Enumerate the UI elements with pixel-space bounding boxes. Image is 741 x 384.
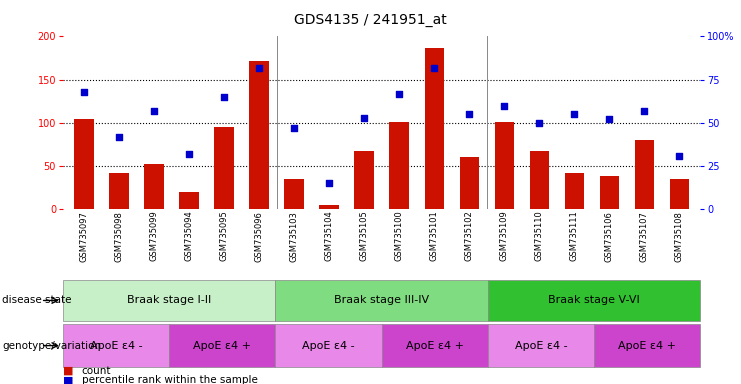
Text: Braak stage I-II: Braak stage I-II: [127, 295, 211, 306]
Text: percentile rank within the sample: percentile rank within the sample: [82, 375, 257, 384]
Bar: [285, 179, 304, 209]
Point: [638, 108, 650, 114]
Bar: [179, 192, 199, 209]
Point: [218, 94, 230, 100]
Text: disease state: disease state: [2, 295, 72, 306]
Text: ApoE ε4 -: ApoE ε4 -: [90, 341, 142, 351]
Bar: [214, 127, 233, 209]
Point: [428, 65, 440, 71]
Bar: [488, 324, 594, 367]
Text: ■: ■: [63, 375, 73, 384]
Bar: [169, 324, 276, 367]
Text: ApoE ε4 +: ApoE ε4 +: [193, 341, 251, 351]
Bar: [382, 324, 488, 367]
Bar: [494, 122, 514, 209]
Bar: [319, 205, 339, 209]
Point: [498, 103, 510, 109]
Text: ApoE ε4 +: ApoE ε4 +: [406, 341, 464, 351]
Text: Braak stage V-VI: Braak stage V-VI: [548, 295, 640, 306]
Text: ■: ■: [63, 366, 73, 376]
Point: [393, 91, 405, 97]
Point: [534, 120, 545, 126]
Bar: [530, 151, 549, 209]
Text: ApoE ε4 +: ApoE ε4 +: [618, 341, 676, 351]
Text: count: count: [82, 366, 111, 376]
Bar: [250, 61, 269, 209]
Point: [568, 111, 580, 118]
Point: [253, 65, 265, 71]
Text: GDS4135 / 241951_at: GDS4135 / 241951_at: [294, 13, 447, 27]
Text: Braak stage III-IV: Braak stage III-IV: [334, 295, 429, 306]
Bar: [63, 324, 169, 367]
Bar: [390, 122, 409, 209]
Point: [323, 180, 335, 187]
Text: genotype/variation: genotype/variation: [2, 341, 102, 351]
Bar: [110, 173, 129, 209]
Bar: [670, 179, 689, 209]
Bar: [459, 157, 479, 209]
Bar: [425, 48, 444, 209]
Point: [78, 89, 90, 95]
Bar: [74, 119, 93, 209]
Point: [288, 125, 300, 131]
Bar: [63, 280, 276, 321]
Point: [183, 151, 195, 157]
Point: [463, 111, 475, 118]
Point: [603, 116, 615, 122]
Bar: [144, 164, 164, 209]
Text: ApoE ε4 -: ApoE ε4 -: [514, 341, 568, 351]
Point: [358, 115, 370, 121]
Bar: [276, 324, 382, 367]
Bar: [594, 324, 700, 367]
Bar: [599, 177, 619, 209]
Bar: [276, 280, 488, 321]
Point: [674, 153, 685, 159]
Bar: [488, 280, 700, 321]
Text: ApoE ε4 -: ApoE ε4 -: [302, 341, 355, 351]
Bar: [634, 140, 654, 209]
Point: [148, 108, 160, 114]
Bar: [354, 151, 373, 209]
Bar: [565, 173, 584, 209]
Point: [113, 134, 125, 140]
